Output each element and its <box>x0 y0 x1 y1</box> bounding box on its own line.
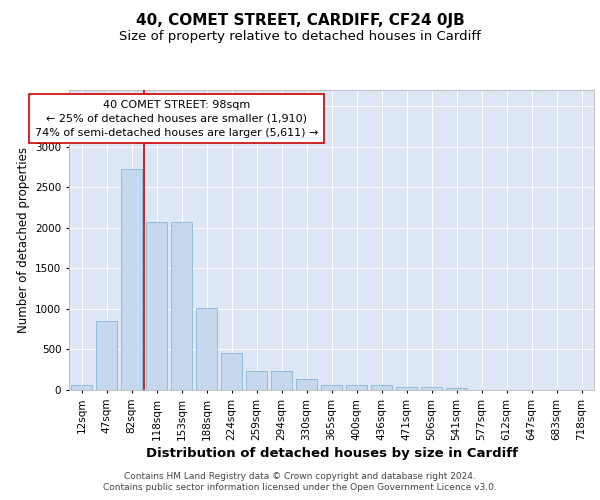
Bar <box>396 387 417 390</box>
Y-axis label: Number of detached properties: Number of detached properties <box>17 147 29 333</box>
Bar <box>371 385 392 390</box>
Bar <box>121 168 142 390</box>
X-axis label: Distribution of detached houses by size in Cardiff: Distribution of detached houses by size … <box>146 446 517 460</box>
Bar <box>171 222 192 390</box>
Bar <box>221 352 242 390</box>
Bar <box>271 372 292 390</box>
Bar <box>146 222 167 390</box>
Bar <box>346 385 367 390</box>
Bar <box>246 372 267 390</box>
Bar <box>321 384 342 390</box>
Bar <box>71 385 92 390</box>
Text: Size of property relative to detached houses in Cardiff: Size of property relative to detached ho… <box>119 30 481 43</box>
Text: 40, COMET STREET, CARDIFF, CF24 0JB: 40, COMET STREET, CARDIFF, CF24 0JB <box>136 12 464 28</box>
Bar <box>196 308 217 390</box>
Bar <box>446 388 467 390</box>
Text: Contains HM Land Registry data © Crown copyright and database right 2024.
Contai: Contains HM Land Registry data © Crown c… <box>103 472 497 492</box>
Bar <box>96 321 117 390</box>
Text: 40 COMET STREET: 98sqm
← 25% of detached houses are smaller (1,910)
74% of semi-: 40 COMET STREET: 98sqm ← 25% of detached… <box>35 100 318 138</box>
Bar <box>296 380 317 390</box>
Bar <box>421 387 442 390</box>
